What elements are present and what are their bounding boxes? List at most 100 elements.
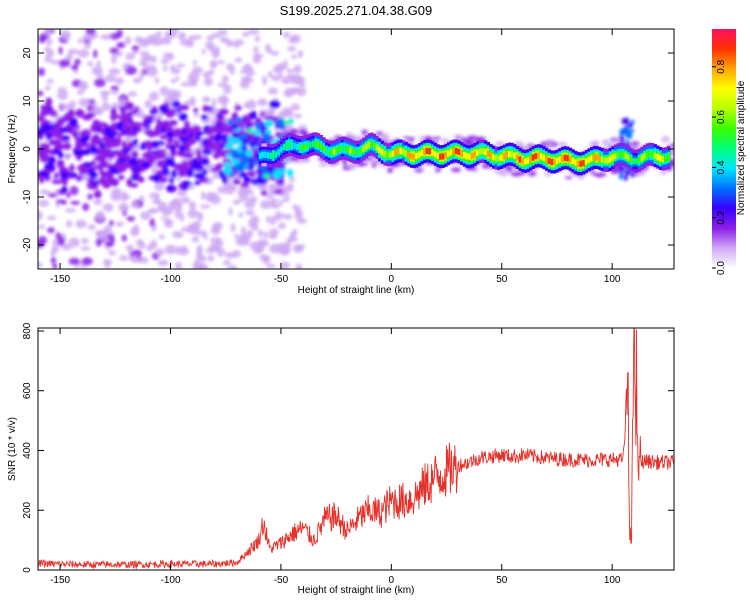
snr-background <box>38 328 674 570</box>
spectrogram-cell <box>175 261 182 269</box>
spectrogram-cell <box>292 228 298 236</box>
spectrogram-cell <box>295 263 303 269</box>
x-tick-label: -50 <box>274 274 289 285</box>
ridge-cell <box>574 159 578 166</box>
spectrogram-cell <box>68 257 81 266</box>
spectrogram-cell <box>62 30 71 41</box>
spectrogram-cell <box>238 173 248 178</box>
spectrogram-cell <box>149 208 156 214</box>
spectrogram-cell <box>292 244 302 253</box>
spectrogram-cell <box>625 169 630 175</box>
spectrogram-cell <box>100 34 112 40</box>
ridge-cell <box>579 160 583 167</box>
spectrogram-cell <box>239 134 248 139</box>
spectrogram-cell <box>195 254 205 262</box>
spectrogram-cell <box>234 57 243 63</box>
spectrogram-cell <box>193 107 199 113</box>
spectrogram-cell <box>60 171 67 180</box>
spectrogram-cell <box>57 90 68 101</box>
spectrogram-cell <box>245 149 253 157</box>
spectrogram-cell <box>194 172 206 180</box>
spectrogram-cell <box>243 102 251 109</box>
ridge-cell <box>513 152 517 159</box>
spectrogram-cell <box>302 159 312 163</box>
ridge-cell <box>584 158 589 165</box>
spectrogram-cell <box>58 46 63 55</box>
spectrogram-cell <box>69 163 75 172</box>
spectrogram-cell <box>209 243 220 252</box>
ridge-cell <box>534 153 538 160</box>
spectrogram-cell <box>79 131 90 137</box>
spectrogram-cell <box>387 166 394 174</box>
spectrogram-cell <box>235 238 245 246</box>
spectrogram-cell <box>92 119 101 126</box>
spectrogram-cell <box>122 63 128 71</box>
spectrogram-cell <box>101 101 111 112</box>
spectrogram-cell <box>125 245 134 250</box>
ridge-cell <box>277 149 281 156</box>
spectrogram-cell <box>44 85 51 91</box>
spectrogram-cell <box>160 58 169 65</box>
spectrogram-cell <box>266 166 275 172</box>
ridge-cell <box>388 151 392 158</box>
spectrogram-cell <box>262 133 271 140</box>
spectrogram-cell <box>39 189 51 195</box>
spectrogram-cell <box>46 79 54 84</box>
spectrogram-cell <box>90 124 97 132</box>
ridge-cell <box>314 140 318 147</box>
spectrogram-cell <box>281 79 291 85</box>
spectrogram-cell <box>270 50 279 56</box>
spectrogram-cell <box>88 184 99 190</box>
spectrogram-cell <box>167 89 178 99</box>
ridge-cell <box>637 157 642 164</box>
spectrogram-cell <box>286 74 298 79</box>
spectrogram-cell <box>263 231 269 239</box>
ridge-cell <box>470 152 475 160</box>
spectrogram-cell <box>163 102 170 107</box>
ridge-cell <box>598 155 602 162</box>
ridge-cell <box>338 145 342 153</box>
spectrogram-cell <box>71 64 79 71</box>
spectrogram-cell <box>111 187 122 198</box>
spectrogram-cell <box>110 107 117 116</box>
spectrogram-cell <box>45 39 53 44</box>
spectrogram-cell <box>78 98 90 107</box>
spectrogram-cell <box>167 131 174 140</box>
ridge-cell <box>393 149 398 156</box>
spectrogram-cell <box>264 129 272 135</box>
spectrogram-cell <box>253 46 259 54</box>
spectrogram-cell <box>157 259 169 267</box>
spectrogram-cell <box>217 82 228 87</box>
spectrogram-cell <box>275 179 285 186</box>
spectrogram-cell <box>214 163 225 169</box>
ridge-cell <box>537 152 541 159</box>
spectrogram-cell <box>264 115 275 121</box>
spectrogram-cell <box>149 218 155 227</box>
spectrogram-cell <box>129 183 139 188</box>
ridge-cell <box>664 155 668 162</box>
spectrogram-cell <box>227 118 234 126</box>
spectrogram-cell <box>121 140 127 150</box>
ridge-cell <box>354 149 358 156</box>
ridge-cell <box>611 154 615 161</box>
spectrogram-cell <box>168 157 175 167</box>
ridge-cell <box>439 153 443 160</box>
spectrogram-cell <box>202 104 209 113</box>
spectrogram-cell <box>38 210 43 221</box>
spectrogram-cell <box>124 36 132 45</box>
spectrogram-cell <box>61 243 72 251</box>
spectrogram-cell <box>38 129 43 137</box>
ridge-cell <box>515 154 520 161</box>
ridge-cell <box>274 151 278 158</box>
y-tick-label: 10 <box>22 95 33 107</box>
x-tick-label: -50 <box>274 575 289 586</box>
spectrogram-cell <box>48 108 56 115</box>
spectrogram-cell <box>285 195 290 202</box>
spectrogram-cell <box>141 161 151 169</box>
spectrogram-cell <box>211 48 220 59</box>
spectrogram-cell <box>38 224 46 230</box>
ridge-cell <box>473 151 477 158</box>
spectrogram-cell <box>613 137 621 144</box>
ridge-cell <box>258 152 263 159</box>
